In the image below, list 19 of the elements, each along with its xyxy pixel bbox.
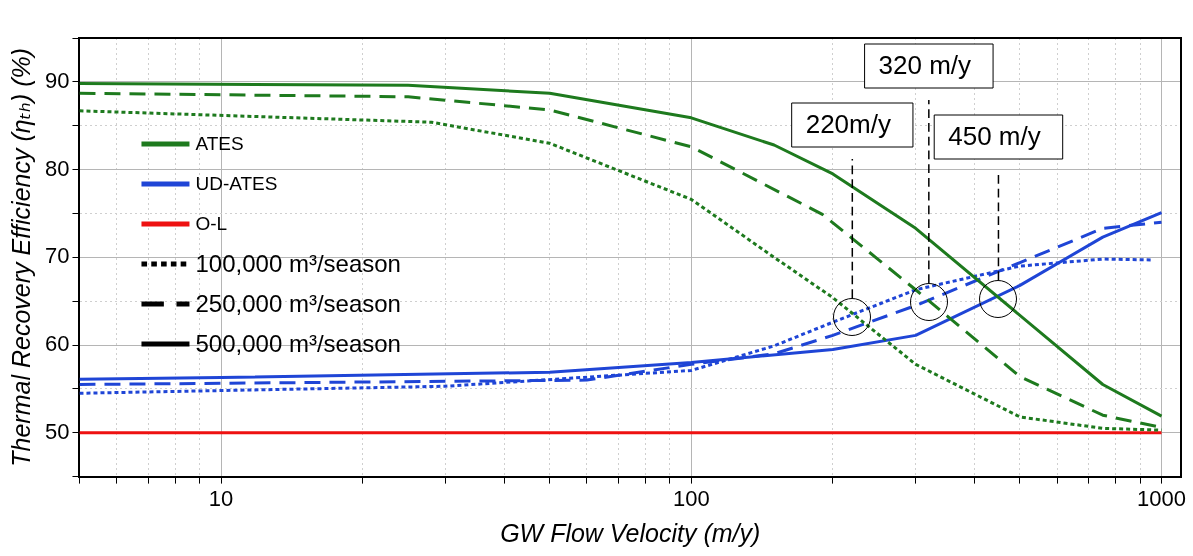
legend-label: ATES [195,133,244,155]
x-tick-label: 1000 [1137,485,1187,511]
x-tick-label: 100 [672,485,710,511]
y-tick-label: 60 [44,331,70,357]
y-tick-label: 50 [44,418,70,444]
ref-line-label: 320 m/y [878,50,972,81]
ref-line-label: 450 m/y [948,121,1041,152]
y-tick-label: 70 [44,243,70,269]
ref-line-label: 220m/y [805,109,891,140]
legend-label: 100,000 m³/season [195,249,401,277]
y-tick-label: 90 [44,67,70,93]
y-axis-title: Thermal Recovery Efficiency (ηₜₕ) (%) [6,47,35,467]
legend-label: 500,000 m³/season [195,329,401,357]
legend-label: 250,000 m³/season [195,289,401,317]
legend-label: UD-ATES [195,173,278,195]
y-tick-label: 80 [44,155,70,181]
x-tick-label: 10 [208,485,234,511]
legend-label: O-L [195,213,228,235]
x-axis-title: GW Flow Velocity (m/y) [500,518,761,547]
